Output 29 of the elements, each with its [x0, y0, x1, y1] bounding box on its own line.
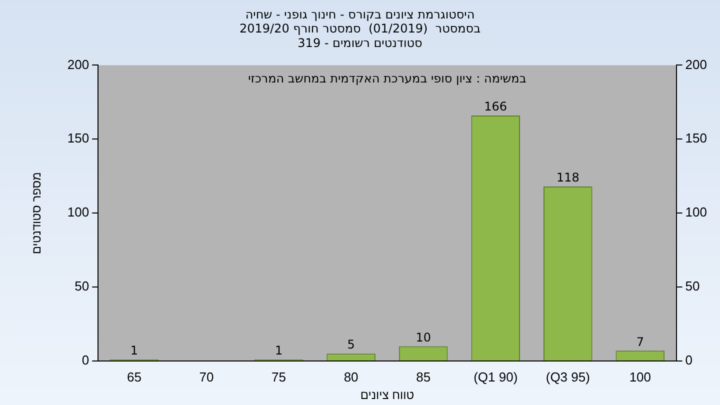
x-tick-label: (Q1 90) [474, 369, 518, 384]
y-tick-label: 0 [82, 352, 90, 368]
x-tick-label: 100 [629, 369, 652, 384]
data-label: 1 [274, 344, 283, 358]
data-label: 10 [416, 330, 431, 344]
y-tick-label: 150 [67, 130, 90, 146]
data-label: 166 [484, 100, 508, 114]
x-tick-label: 65 [126, 369, 142, 384]
y-tick-label: 100 [67, 204, 90, 220]
y2-tick-label: 100 [685, 204, 708, 220]
y2-tick-label: 150 [685, 130, 708, 146]
x-axis-title: טווח ציונים [360, 388, 414, 402]
y-tick-label: 200 [67, 56, 90, 72]
y2-tick-label: 0 [685, 352, 693, 368]
x-tick-label: (Q3 95) [546, 369, 590, 384]
y2-tick-label: 200 [685, 56, 708, 72]
data-label: 7 [636, 334, 644, 349]
data-label: 5 [347, 338, 355, 352]
y2-tick-label: 50 [685, 278, 700, 294]
x-tick-label: 85 [416, 369, 431, 384]
x-tick-label: 75 [272, 369, 286, 384]
data-label: 1 [130, 344, 138, 358]
x-tick-label: 70 [199, 369, 214, 384]
y-tick-label: 50 [74, 278, 90, 294]
annotation: במשימה : ציון סופי במערכת האקדמית במחשב המרכזי [248, 71, 526, 86]
x-tick-label: 80 [344, 369, 358, 384]
chart-title: היסטוגרמת ציונים בקורס - חינוך גופני - שחיה בסמסטר (01/2019) סמסטר חורף 2019/20 סטודנטים רשומים - 319 [239, 7, 481, 50]
y-axis-title: מספר סטודנטים [30, 172, 44, 254]
data-label: 118 [556, 170, 580, 185]
